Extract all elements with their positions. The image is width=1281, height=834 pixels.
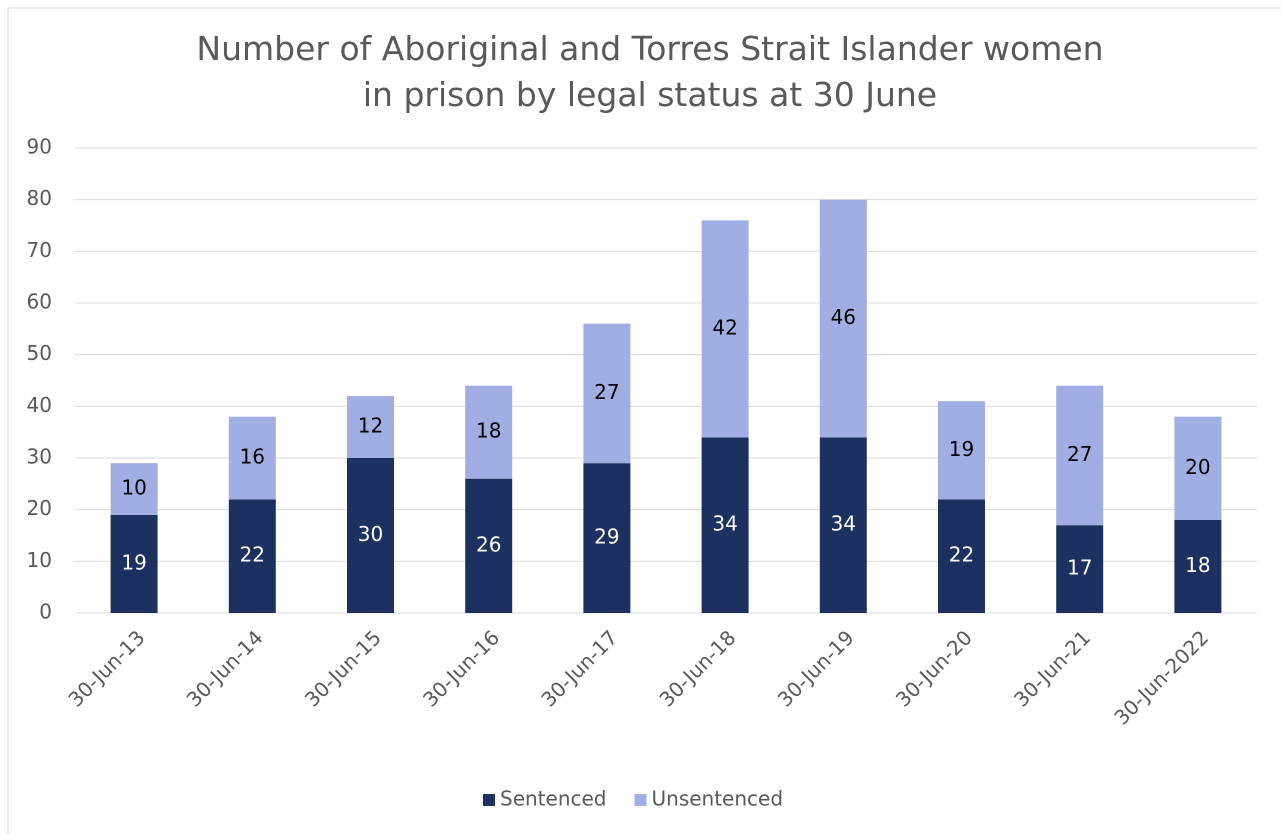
chart-title: Number of Aboriginal and Torres Strait I… (196, 29, 1104, 114)
x-tick-label: 30-Jun-14 (182, 625, 268, 711)
y-tick-label: 50 (27, 341, 52, 365)
data-label: 17 (1067, 556, 1092, 580)
legend-swatch (483, 794, 495, 806)
bar (938, 401, 985, 500)
bar (347, 458, 394, 613)
data-label: 22 (949, 543, 974, 567)
bar (228, 499, 276, 613)
x-tick-label: 30-Jun-13 (63, 625, 149, 711)
data-label: 16 (240, 445, 265, 469)
x-tick-label: 30-Jun-16 (418, 625, 504, 711)
x-tick-label: 30-Jun-15 (300, 625, 386, 711)
bar (228, 416, 276, 500)
data-label: 34 (712, 512, 737, 536)
x-tick-label: 30-Jun-18 (654, 625, 740, 711)
data-label: 19 (949, 437, 974, 461)
bar (110, 463, 158, 515)
bar (465, 478, 513, 613)
bar (1056, 525, 1104, 613)
data-label: 18 (1185, 553, 1210, 577)
y-tick-label: 40 (27, 393, 52, 417)
chart-border (7, 7, 1281, 834)
data-label: 30 (358, 522, 383, 546)
data-label: 10 (121, 476, 146, 500)
y-tick-label: 10 (27, 548, 52, 572)
y-tick-label: 0 (39, 600, 52, 624)
data-label: 27 (1067, 442, 1092, 466)
bar (819, 199, 867, 438)
bar (347, 396, 394, 458)
x-tick-label: 30-Jun-2022 (1109, 625, 1213, 729)
bar (110, 514, 158, 613)
x-tick-label: 30-Jun-17 (536, 625, 622, 711)
data-label: 46 (831, 305, 856, 329)
bar (1056, 385, 1104, 526)
data-label: 18 (476, 419, 501, 443)
bar (1174, 416, 1222, 520)
x-tick-label: 30-Jun-20 (891, 625, 977, 711)
y-tick-label: 30 (27, 445, 52, 469)
data-label: 20 (1185, 455, 1210, 479)
y-tick-label: 90 (27, 135, 52, 159)
bar (583, 463, 631, 613)
bar (701, 437, 749, 613)
bar (701, 220, 749, 438)
y-tick-label: 80 (27, 186, 52, 210)
data-label: 42 (712, 315, 737, 339)
data-label: 34 (831, 512, 856, 536)
legend-label: Sentenced (500, 787, 607, 811)
bar (465, 385, 513, 479)
bar (938, 499, 985, 613)
x-tick-label: 30-Jun-21 (1009, 625, 1095, 711)
bar (1174, 520, 1222, 613)
data-label: 19 (121, 550, 146, 574)
y-tick-label: 60 (27, 290, 52, 314)
data-label: 26 (476, 532, 501, 556)
x-tick-label: 30-Jun-19 (773, 625, 859, 711)
legend-swatch (634, 794, 647, 806)
data-label: 29 (594, 525, 619, 549)
bar (819, 437, 867, 613)
bar (583, 323, 631, 464)
data-label: 12 (358, 414, 383, 438)
data-label: 27 (594, 380, 619, 404)
data-label: 22 (240, 543, 265, 567)
y-tick-label: 70 (27, 238, 52, 262)
legend-label: Unsentenced (652, 787, 784, 811)
y-tick-label: 20 (27, 496, 52, 520)
